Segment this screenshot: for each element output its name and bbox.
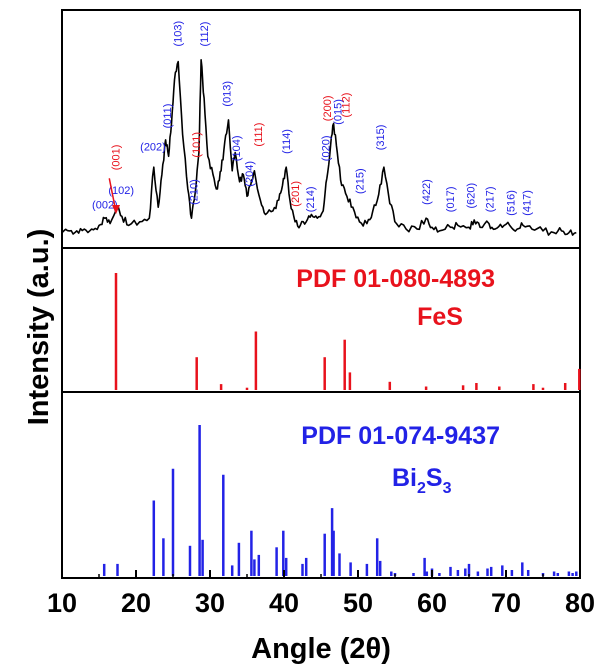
x-tick-label: 20 [121, 588, 151, 618]
peak-label: (020) [320, 136, 332, 162]
fes-phase-name: FeS [417, 303, 463, 331]
peak-label: (112) [199, 22, 211, 47]
peak-label: (214) [305, 187, 317, 213]
peak-label: (201) [290, 181, 302, 207]
x-tick-label: 60 [417, 588, 447, 618]
x-tick-label: 30 [195, 588, 225, 618]
bi2s3-phase-name: Bi2S3 [392, 464, 452, 497]
fes-card-number: PDF 01-080-4893 [296, 265, 495, 293]
bi2s3-sub-3: 3 [443, 480, 452, 497]
fes-reference-bars [114, 273, 581, 390]
x-tick-label: 40 [269, 588, 299, 618]
y-axis-title: Intensity (a.u.) [23, 229, 55, 426]
peak-label: (422) [421, 179, 433, 205]
peak-label: (102) [108, 185, 134, 197]
x-axis-title: Angle (2θ) [251, 633, 391, 665]
x-tick-label: 80 [565, 588, 595, 618]
peak-label: (101) [191, 132, 203, 158]
peak-label: (210) [189, 179, 201, 205]
plot-frame [61, 9, 581, 579]
peak-label: (017) [445, 187, 457, 213]
peak-arrow-head [112, 205, 121, 214]
peak-label: (103) [172, 21, 184, 47]
peak-label: (002) [92, 200, 118, 212]
peak-label: (620) [466, 183, 478, 209]
peak-label: (215) [355, 168, 367, 194]
bi2s3-sub-2: 2 [417, 480, 426, 497]
peak-label: (114) [281, 129, 293, 154]
peak-label: (200) [322, 96, 334, 122]
peak-label: (015) [332, 99, 344, 125]
peak-label: (001) [110, 145, 122, 171]
x-tick-label: 10 [47, 588, 77, 618]
peak-label: (516) [505, 190, 517, 216]
peak-label: (315) [375, 125, 387, 151]
bi2s3-card-number: PDF 01-074-9437 [301, 422, 500, 450]
peak-labels: (002) (102) (001) (202) (011) (103) (210) (101)… [92, 21, 534, 216]
peak-label: (417) [522, 190, 534, 216]
bi2s3-s: S [426, 464, 443, 492]
plot-border [61, 9, 581, 579]
x-axis-ticks: 10 20 30 40 50 60 70 80 [47, 570, 595, 618]
peak-label: (204) [244, 161, 256, 187]
peak-label: (112) [340, 93, 352, 118]
peak-label: (202) [140, 141, 166, 153]
peak-label: (013) [221, 81, 233, 107]
experimental-pattern [61, 58, 577, 236]
bi2s3-bi: Bi [392, 464, 417, 492]
x-tick-label: 50 [343, 588, 373, 618]
x-tick-label: 70 [491, 588, 521, 618]
peak-label: (011) [162, 104, 174, 129]
peak-label: (111) [253, 123, 265, 147]
peak-label: (217) [485, 187, 497, 213]
experimental-xrd-line [61, 58, 577, 236]
peak-label: (104) [231, 136, 243, 162]
